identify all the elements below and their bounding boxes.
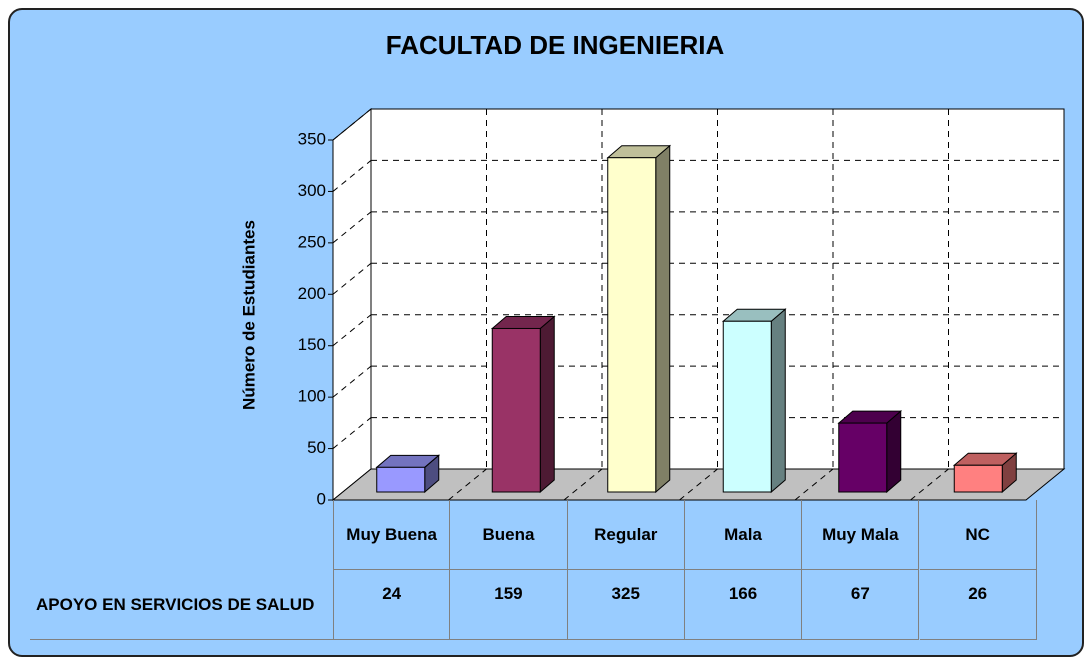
category-label: Muy Mala bbox=[802, 500, 920, 570]
y-tick-label: 200 bbox=[298, 284, 326, 303]
value-label: 325 bbox=[567, 570, 685, 640]
grid-line bbox=[332, 365, 372, 398]
floor-grid bbox=[794, 468, 834, 501]
category-label: Buena bbox=[450, 500, 568, 570]
bar bbox=[722, 320, 772, 493]
bar bbox=[491, 327, 541, 493]
bar bbox=[838, 422, 888, 493]
y-tick-label: 100 bbox=[298, 387, 326, 406]
floor-grid bbox=[563, 468, 603, 501]
y-tick-label: 50 bbox=[307, 438, 326, 457]
value-label: 26 bbox=[919, 570, 1037, 640]
grid-line bbox=[332, 314, 372, 347]
bar bbox=[953, 464, 1003, 493]
grid-line bbox=[332, 417, 372, 449]
y-tick-label: 0 bbox=[317, 489, 326, 508]
bar-side bbox=[539, 315, 555, 494]
chart-title: FACULTAD DE INGENIERIA bbox=[386, 30, 725, 60]
side-wall bbox=[332, 107, 372, 502]
series-name: APOYO EN SERVICIOS DE SALUD bbox=[30, 570, 333, 640]
category-label: Regular bbox=[567, 500, 685, 570]
grid-line bbox=[332, 211, 372, 244]
y-tick-label: 150 bbox=[298, 335, 326, 354]
grid-line bbox=[332, 262, 372, 295]
grid-line bbox=[332, 108, 372, 141]
category-label: Mala bbox=[684, 500, 803, 570]
y-axis-label: Número de Estudiantes bbox=[239, 220, 258, 410]
floor-grid bbox=[679, 468, 718, 501]
floor-grid bbox=[910, 468, 949, 501]
y-tick-label: 250 bbox=[298, 232, 326, 251]
value-label: 159 bbox=[450, 570, 568, 640]
grid-line bbox=[332, 160, 372, 192]
value-label: 24 bbox=[333, 570, 451, 640]
bar-side bbox=[886, 409, 902, 494]
value-label: 166 bbox=[684, 570, 803, 640]
category-label: Muy Buena bbox=[333, 500, 451, 570]
y-tick-label: 350 bbox=[298, 129, 326, 148]
floor-grid bbox=[448, 468, 487, 501]
bar-side bbox=[770, 308, 786, 494]
bar bbox=[607, 157, 657, 493]
y-tick-label: 300 bbox=[298, 181, 326, 200]
value-label: 67 bbox=[802, 570, 920, 640]
bar bbox=[376, 466, 426, 493]
bar-side bbox=[655, 144, 671, 494]
category-label: NC bbox=[919, 500, 1037, 570]
